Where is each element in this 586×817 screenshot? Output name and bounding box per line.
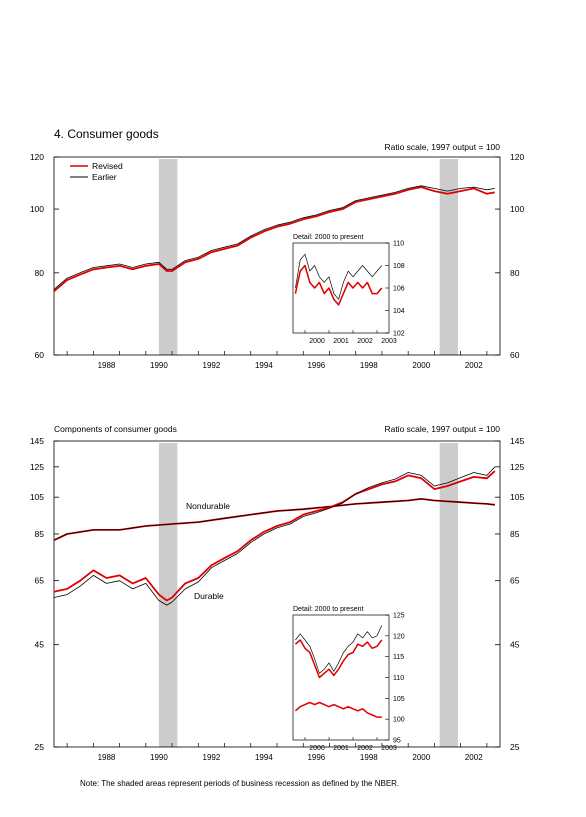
panel-1-scale-label: Ratio scale, 1997 output = 100 — [384, 142, 500, 152]
y-tick-label-left-1-5: 125 — [30, 462, 44, 472]
x-tick-label-0-4: 1996 — [307, 361, 325, 370]
y-tick-label-right-1-4: 105 — [510, 492, 524, 502]
inset-y-tick-label-1-1: 100 — [393, 717, 405, 724]
inset-y-tick-label-0-2: 106 — [393, 286, 405, 293]
inset-x-tick-label-1-0: 2000 — [309, 745, 325, 752]
inset-y-tick-label-0-0: 102 — [393, 331, 405, 338]
series-line-1-1 — [53, 498, 495, 541]
inset-title-1: Detail: 2000 to present — [293, 606, 363, 613]
x-tick-label-1-2: 1992 — [203, 753, 221, 762]
y-tick-label-left-1-1: 45 — [35, 640, 45, 650]
x-tick-label-1-3: 1994 — [255, 753, 273, 762]
recession-band-1-1 — [439, 443, 459, 747]
x-tick-label-1-1: 1990 — [150, 753, 168, 762]
recession-band-1-0 — [158, 443, 178, 747]
x-tick-label-1-6: 2000 — [412, 753, 430, 762]
y-tick-label-left-0-2: 100 — [30, 204, 44, 214]
inset-x-tick-label-0-1: 2001 — [333, 338, 349, 345]
series-line-1-3 — [53, 466, 496, 606]
y-tick-label-right-1-5: 125 — [510, 462, 524, 472]
inset-y-tick-label-1-2: 105 — [393, 696, 405, 703]
x-tick-label-0-5: 1998 — [360, 361, 378, 370]
inset-x-tick-label-0-0: 2000 — [309, 338, 325, 345]
x-tick-label-1-7: 2002 — [465, 753, 483, 762]
y-tick-label-right-1-2: 65 — [510, 576, 520, 586]
inset-y-tick-label-0-3: 108 — [393, 263, 405, 270]
y-tick-label-right-0-2: 100 — [510, 204, 524, 214]
inset-y-tick-label-1-4: 115 — [393, 654, 404, 661]
inset-y-tick-label-0-4: 110 — [393, 241, 404, 248]
x-tick-label-1-0: 1988 — [98, 753, 116, 762]
y-tick-label-right-0-0: 60 — [510, 350, 520, 360]
inset-x-tick-label-1-3: 2003 — [381, 745, 397, 752]
panel-2-scale-label: Ratio scale, 1997 output = 100 — [384, 424, 500, 434]
x-tick-label-0-3: 1994 — [255, 361, 273, 370]
y-tick-label-right-0-1: 80 — [510, 268, 520, 278]
x-tick-label-1-4: 1996 — [307, 753, 325, 762]
y-tick-label-left-0-0: 60 — [35, 350, 45, 360]
inset-y-tick-label-0-1: 104 — [393, 308, 405, 315]
y-tick-label-right-0-3: 120 — [510, 152, 524, 162]
inset-x-tick-label-1-1: 2001 — [333, 745, 349, 752]
x-tick-label-0-1: 1990 — [150, 361, 168, 370]
y-tick-label-left-1-3: 85 — [35, 529, 45, 539]
inset-x-tick-label-0-2: 2002 — [357, 338, 373, 345]
y-tick-label-left-0-1: 80 — [35, 268, 45, 278]
series-line-0-0 — [53, 186, 495, 292]
x-tick-label-0-0: 1988 — [98, 361, 116, 370]
inset-frame-1 — [292, 614, 390, 741]
recession-band-0-0 — [158, 159, 178, 355]
legend-label-earlier: Earlier — [92, 172, 117, 182]
inset-series-line-1-0 — [294, 639, 383, 679]
inset-y-tick-label-1-6: 125 — [393, 613, 405, 620]
recession-band-0-1 — [439, 159, 459, 355]
inset-x-tick-label-0-3: 2003 — [381, 338, 397, 345]
y-tick-label-left-1-4: 105 — [30, 492, 44, 502]
y-tick-label-left-0-3: 120 — [30, 152, 44, 162]
inset-title-0: Detail: 2000 to present — [293, 234, 363, 241]
inset-y-tick-label-1-0: 95 — [393, 738, 401, 745]
inset-series-line-1-2 — [294, 701, 382, 718]
series-line-1-2 — [53, 470, 496, 602]
inset-x-tick-label-1-2: 2002 — [357, 745, 373, 752]
series-line-0-1 — [53, 185, 495, 290]
x-tick-label-1-5: 1998 — [360, 753, 378, 762]
series-line-1-0 — [53, 498, 495, 542]
y-tick-label-right-1-0: 25 — [510, 742, 520, 752]
x-tick-label-0-2: 1992 — [203, 361, 221, 370]
y-tick-label-right-1-6: 145 — [510, 436, 524, 446]
y-tick-label-left-1-0: 25 — [35, 742, 45, 752]
y-tick-label-right-1-3: 85 — [510, 529, 520, 539]
footnote: Note: The shaded areas represent periods… — [80, 779, 399, 788]
series-label-nondurable: Nondurable — [186, 501, 230, 511]
legend-label-revised: Revised — [92, 161, 123, 171]
y-tick-label-right-1-1: 45 — [510, 640, 520, 650]
chart-marks: 60 60 80 80 100 100 120 120 1988 1990 1992 1994 1996… — [30, 152, 525, 762]
inset-frame-0 — [292, 242, 390, 334]
x-tick-label-0-6: 2000 — [412, 361, 430, 370]
inset-series-line-0-0 — [294, 264, 383, 306]
inset-y-tick-label-1-5: 120 — [393, 633, 405, 640]
panel-1-title: 4. Consumer goods — [54, 127, 159, 141]
inset-series-line-0-1 — [295, 253, 383, 300]
y-tick-label-left-1-6: 145 — [30, 436, 44, 446]
inset-series-line-1-1 — [295, 625, 383, 674]
series-label-durable: Durable — [194, 591, 224, 601]
plot-frame-0 — [53, 156, 501, 356]
x-tick-label-0-7: 2002 — [465, 361, 483, 370]
panel-2-title: Components of consumer goods — [54, 424, 177, 434]
inset-y-tick-label-1-3: 110 — [393, 675, 404, 682]
y-tick-label-left-1-2: 65 — [35, 576, 45, 586]
